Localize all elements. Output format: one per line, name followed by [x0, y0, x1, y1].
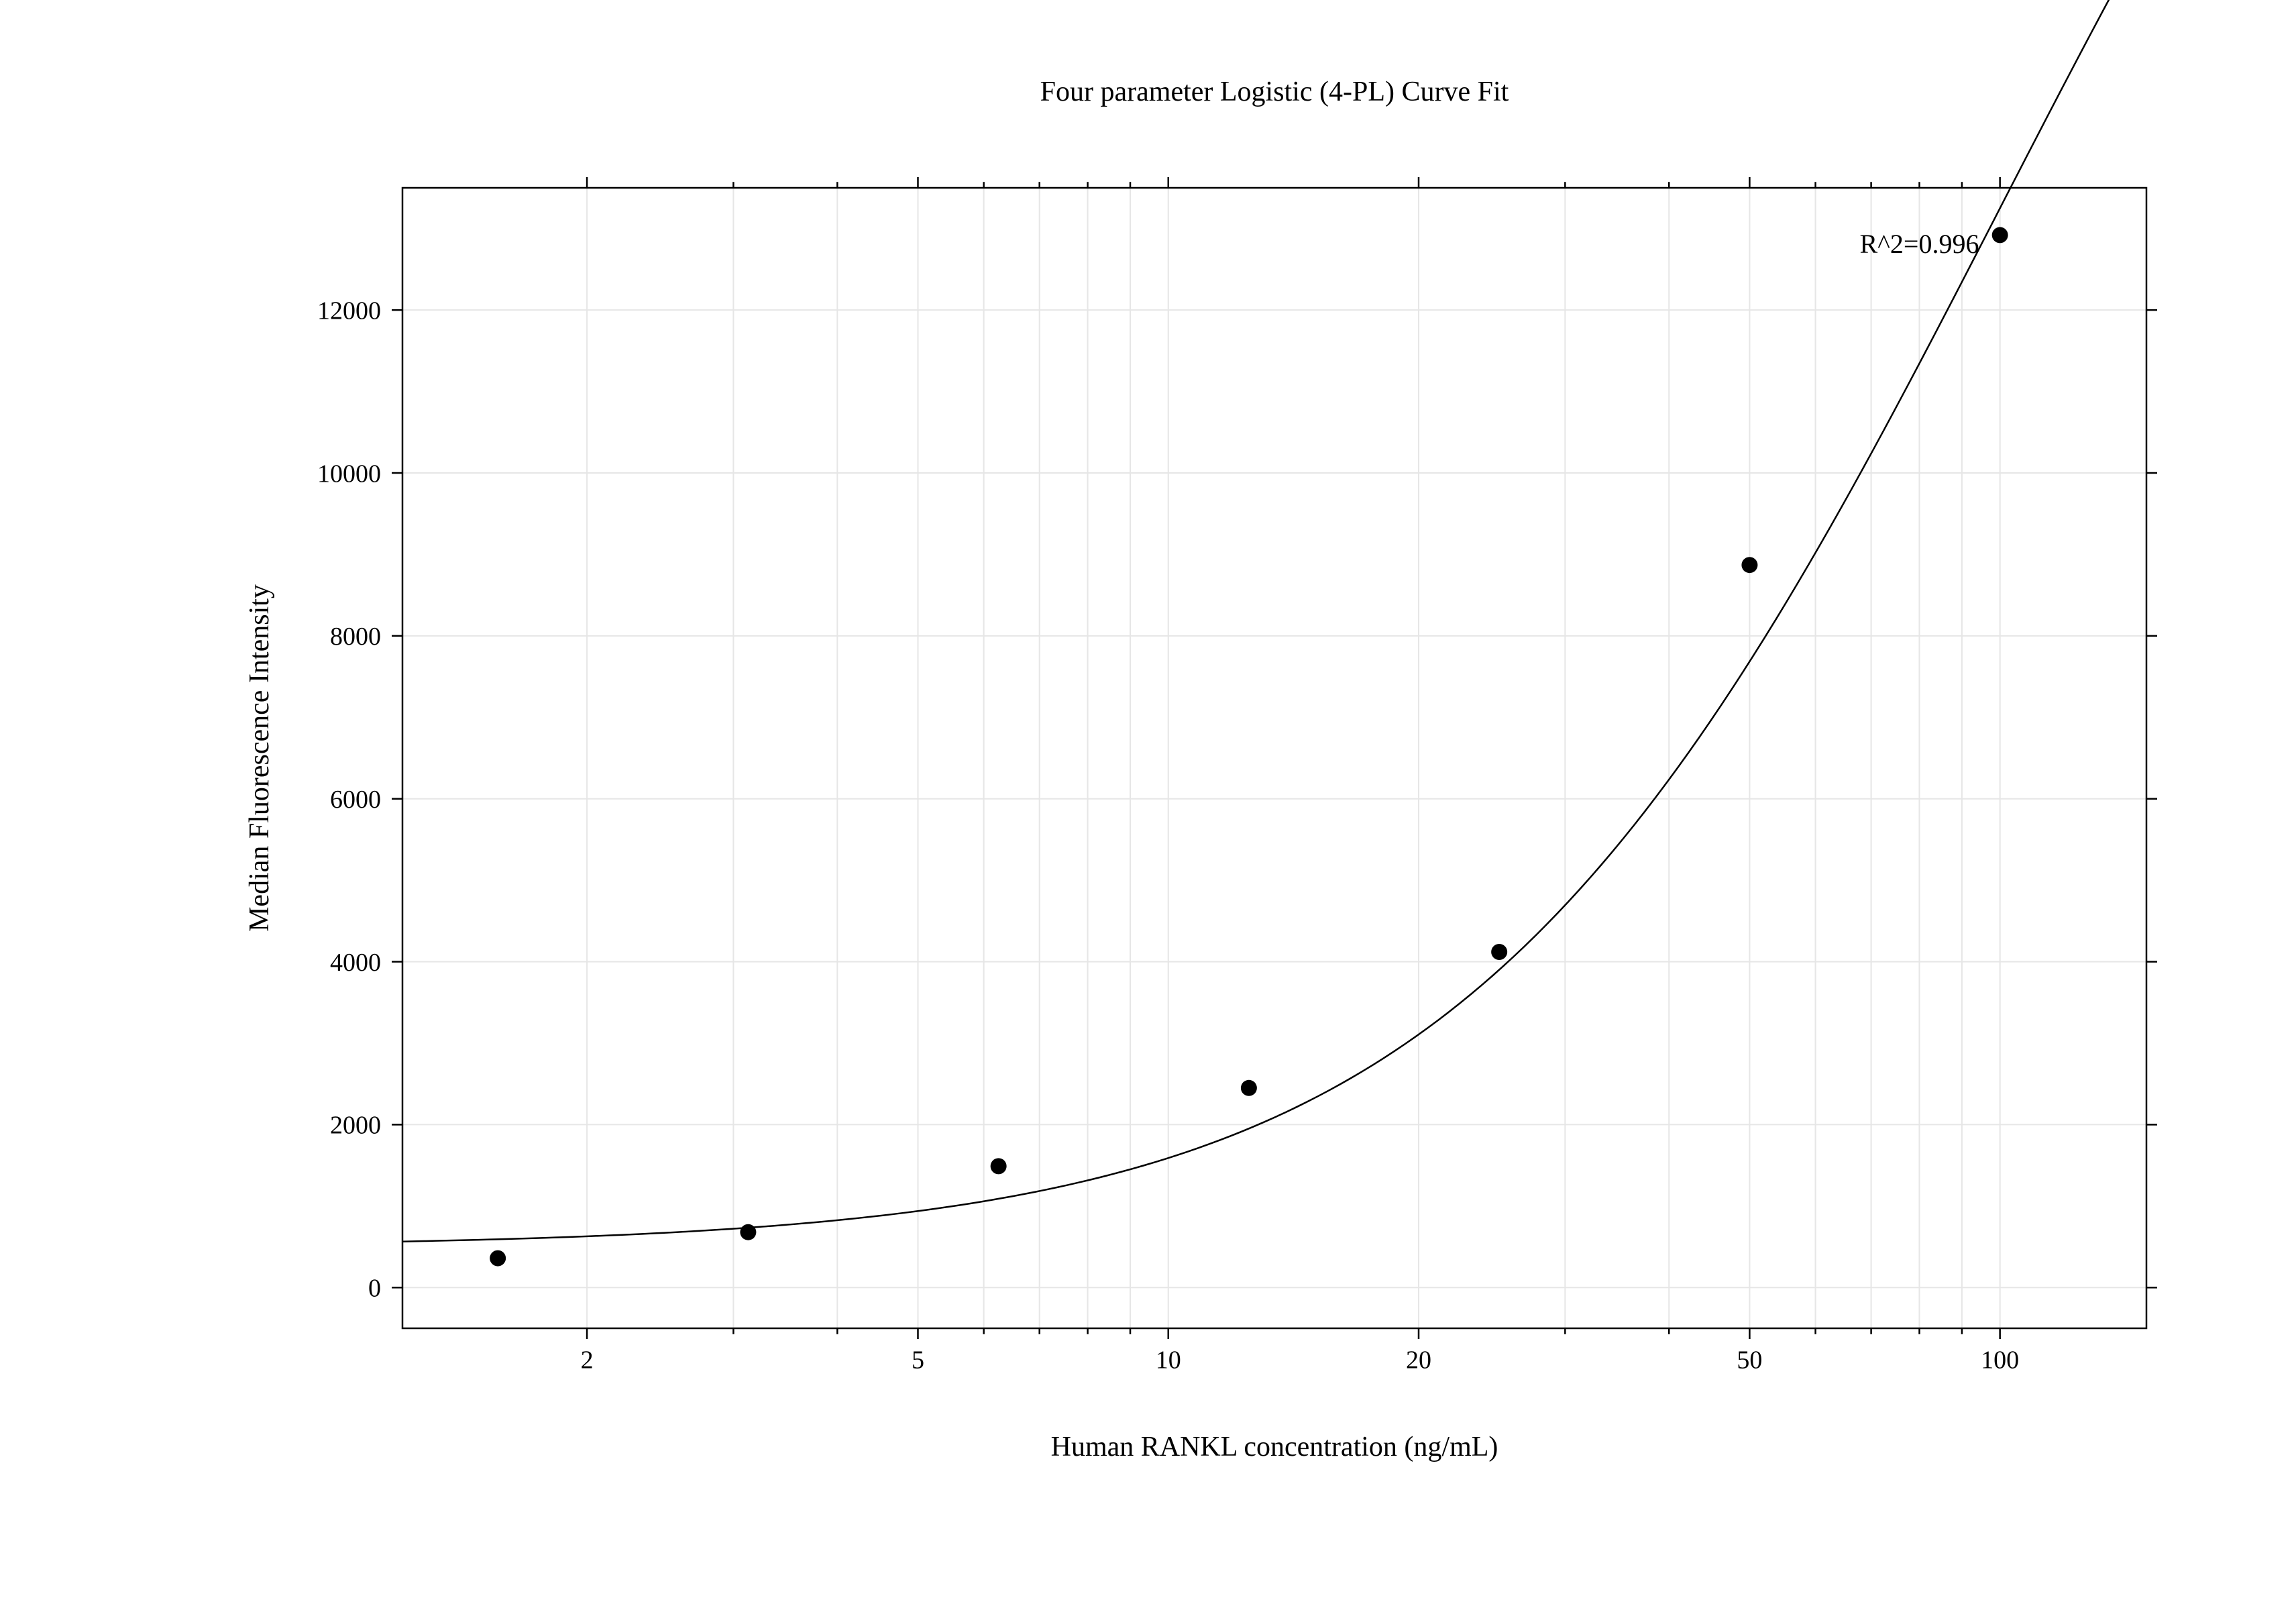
chart-container: 2 5 10 20 50 100 0 2000 4000 6000 8000 10000 12000 R^… — [0, 0, 2296, 1604]
ytick-label: 6000 — [330, 786, 381, 814]
data-point — [740, 1224, 756, 1240]
data-point — [490, 1250, 506, 1267]
ytick-label: 0 — [368, 1275, 381, 1303]
xtick-label: 50 — [1737, 1346, 1762, 1375]
data-point — [1491, 944, 1507, 960]
data-point — [991, 1158, 1007, 1174]
r-squared-annotation: R^2=0.996 — [1859, 229, 1979, 259]
xtick-label: 20 — [1406, 1346, 1431, 1375]
ytick-label: 2000 — [330, 1112, 381, 1140]
y-axis-label: Median Fluorescence Intensity — [244, 584, 275, 932]
x-axis-label: Human RANKL concentration (ng/mL) — [1051, 1432, 1498, 1462]
ytick-label: 4000 — [330, 949, 381, 977]
logistic-fit-chart: 2 5 10 20 50 100 0 2000 4000 6000 8000 10000 12000 R^… — [0, 0, 2296, 1604]
ytick-label: 12000 — [317, 297, 381, 325]
chart-title: Four parameter Logistic (4-PL) Curve Fit — [1040, 76, 1509, 107]
xtick-label: 5 — [912, 1346, 924, 1375]
data-point — [1992, 227, 2008, 243]
data-point — [1241, 1080, 1257, 1096]
xtick-label: 100 — [1981, 1346, 2019, 1375]
ytick-label: 8000 — [330, 623, 381, 651]
ytick-label: 10000 — [317, 460, 381, 488]
data-point — [1741, 557, 1757, 573]
xtick-label: 10 — [1156, 1346, 1181, 1375]
xtick-label: 2 — [581, 1346, 594, 1375]
